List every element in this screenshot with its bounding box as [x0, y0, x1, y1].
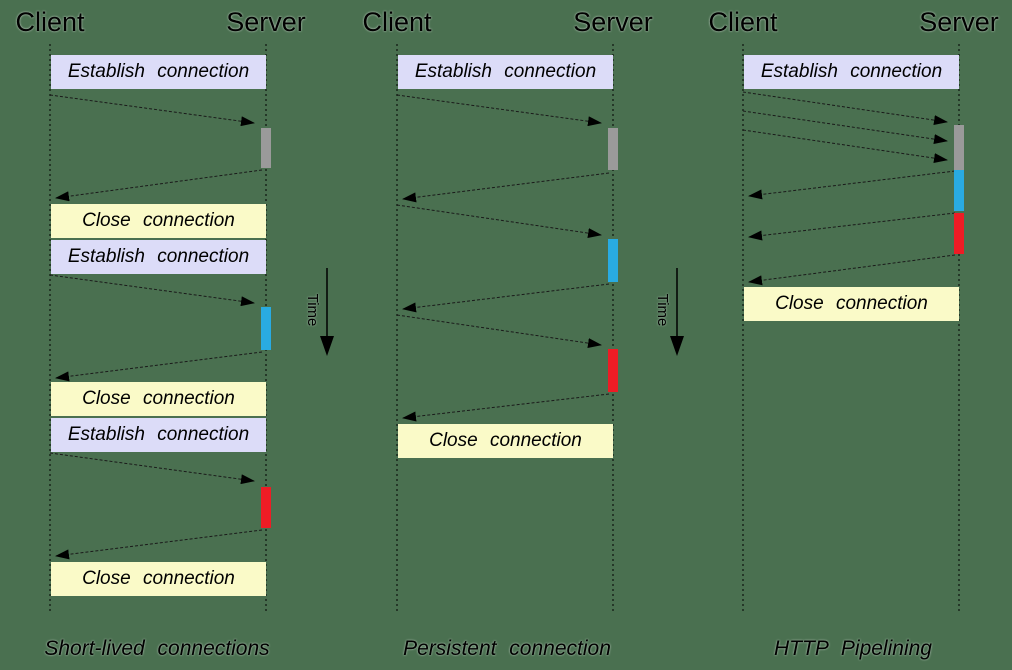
response-arrow — [402, 283, 610, 313]
server-label: Server — [919, 7, 999, 37]
request-arrow — [49, 94, 255, 127]
response-arrow — [55, 529, 263, 560]
time-arrow-head — [320, 336, 334, 356]
request-arrow — [742, 110, 948, 145]
establish-connection-box: Establish connection — [744, 55, 959, 89]
request-arrow — [396, 204, 602, 239]
processing-bar-gray — [261, 128, 271, 168]
response-arrow — [55, 351, 263, 382]
processing-bar-blue — [261, 307, 271, 350]
time-arrow-head — [670, 336, 684, 356]
close-connection-box: Close connection — [51, 562, 266, 596]
processing-bar-red — [954, 213, 964, 254]
response-arrows — [55, 169, 956, 560]
processing-bar-blue — [608, 239, 618, 282]
client-label: Client — [708, 7, 778, 37]
processing-bar-gray — [954, 125, 964, 170]
request-arrow — [742, 129, 948, 164]
lifelines — [49, 44, 960, 612]
response-arrow — [748, 212, 956, 241]
client-label: Client — [362, 7, 432, 37]
response-arrow — [402, 172, 610, 203]
request-arrows — [49, 91, 948, 485]
establish-connection-box: Establish connection — [398, 55, 613, 89]
response-arrow — [748, 170, 956, 200]
time-label: Time — [654, 293, 671, 327]
request-arrow — [49, 452, 255, 485]
client-label: Client — [15, 7, 85, 37]
request-arrow — [396, 94, 602, 127]
request-arrow — [49, 274, 255, 307]
establish-connection-box: Establish connection — [51, 418, 266, 452]
caption-pipelining: HTTP Pipelining — [774, 637, 932, 660]
processing-bar-gray — [608, 128, 618, 170]
processing-bars — [261, 125, 964, 528]
request-arrow — [396, 314, 602, 349]
processing-bar-red — [608, 349, 618, 392]
server-label: Server — [226, 7, 306, 37]
close-connection-box: Close connection — [51, 382, 266, 416]
server-label: Server — [573, 7, 653, 37]
close-connection-box: Close connection — [744, 287, 959, 321]
response-arrow — [748, 254, 956, 286]
processing-bar-red — [261, 487, 271, 528]
caption-persistent: Persistent connection — [403, 637, 611, 660]
request-arrow — [742, 91, 948, 126]
response-arrow — [402, 393, 610, 422]
response-arrow — [55, 169, 263, 202]
time-label: Time — [304, 293, 321, 327]
time-arrows — [320, 268, 684, 356]
establish-connection-box: Establish connection — [51, 240, 266, 274]
caption-short-lived: Short-lived connections — [44, 637, 270, 660]
processing-bar-blue — [954, 170, 964, 211]
establish-connection-box: Establish connection — [51, 55, 266, 89]
close-connection-box: Close connection — [398, 424, 613, 458]
close-connection-box: Close connection — [51, 204, 266, 238]
